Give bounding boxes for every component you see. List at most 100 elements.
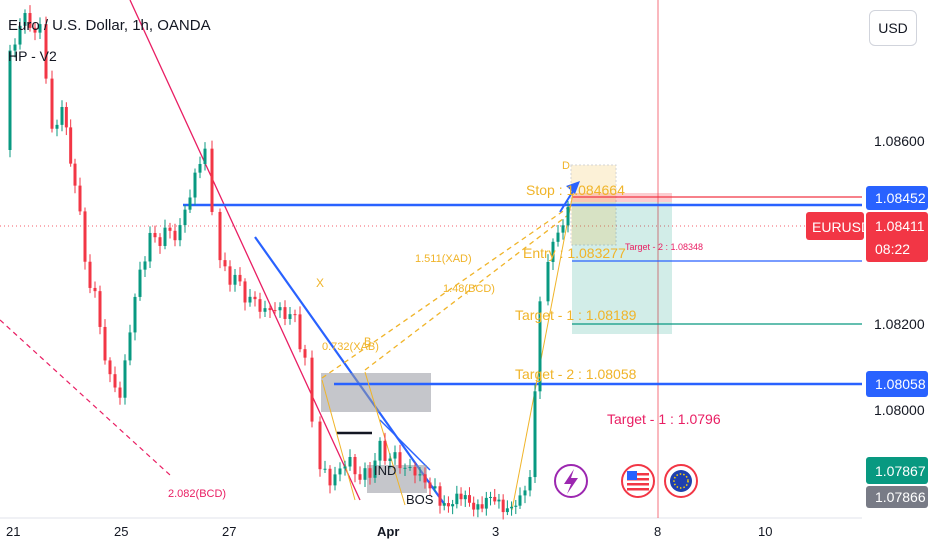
pattern-dash-2	[364, 211, 573, 371]
price-label-1: 1.08452	[875, 190, 926, 206]
indicator-label[interactable]: HP - V2	[8, 48, 57, 64]
price-label-bg-1	[866, 186, 928, 210]
point-b: B	[364, 336, 371, 348]
candle-body	[158, 237, 162, 246]
candle-body	[501, 499, 505, 513]
candle-body	[143, 261, 147, 270]
candle-body	[273, 310, 277, 312]
candle-body	[268, 308, 272, 311]
y-tick-1: 1.08600	[874, 133, 925, 149]
candle-body	[328, 468, 332, 486]
candle-body	[518, 495, 522, 506]
ratio-bcd: 1.48(BCD)	[443, 283, 495, 295]
candle-body	[198, 164, 202, 173]
candle-body	[50, 78, 54, 129]
candle-body	[408, 466, 412, 468]
candle-body	[183, 209, 187, 226]
candle-body	[223, 260, 227, 267]
us-flag-icon[interactable]	[621, 464, 655, 498]
candle-body	[338, 468, 342, 475]
candle-body	[64, 107, 68, 128]
candle-body	[459, 493, 463, 500]
candle-body	[551, 241, 555, 262]
candle-body	[538, 301, 542, 392]
bos-label: BOS	[406, 492, 434, 507]
candle-body	[153, 232, 157, 238]
candle-body	[523, 490, 527, 496]
profit-zone	[572, 202, 672, 334]
candle-body	[113, 374, 117, 388]
eu-flag-icon[interactable]	[664, 464, 698, 498]
candle-body	[510, 506, 514, 509]
candle-body	[398, 452, 402, 469]
candle-body	[13, 44, 17, 51]
countdown: 08:22	[875, 241, 910, 257]
candle-body	[348, 456, 352, 467]
candle-body	[561, 225, 565, 233]
candle-body	[108, 360, 112, 375]
candle-body	[505, 508, 509, 513]
candle-body	[463, 495, 467, 500]
price-label-4: 1.07867	[875, 463, 926, 479]
point-d: D	[562, 160, 570, 172]
candle-body	[493, 496, 497, 502]
price-label-bg-4	[866, 457, 928, 484]
candle-body	[233, 274, 237, 285]
candle-body	[33, 27, 37, 33]
candle-body	[93, 287, 97, 292]
candle-body	[528, 477, 532, 491]
candle-body	[23, 13, 27, 26]
trendline-blue-lower	[379, 419, 431, 471]
candle-body	[343, 466, 347, 469]
candle-body	[476, 504, 480, 510]
ind-label: IND	[374, 463, 396, 478]
candle-body	[138, 269, 142, 297]
candle-body	[193, 172, 197, 198]
candle-body	[8, 50, 12, 150]
candle-body	[556, 232, 560, 242]
candle-body	[546, 261, 550, 302]
stop-label: Stop : 1.084664	[526, 182, 625, 198]
candle-body	[263, 308, 267, 312]
y-tick-3: 1.08000	[874, 402, 925, 418]
trendline-red	[129, 0, 361, 501]
candle-body	[353, 456, 357, 475]
price-label-3: 1.08058	[875, 376, 926, 392]
candle-body	[363, 468, 367, 480]
candle-body	[323, 468, 327, 470]
candle-body	[78, 185, 82, 212]
candle-body	[514, 505, 518, 507]
candle-body	[248, 296, 252, 303]
ratio-bcd2: 2.082(BCD)	[168, 488, 226, 500]
chart-title: Euro / U.S. Dollar, 1h, OANDA	[8, 17, 211, 34]
candle-body	[472, 502, 476, 510]
candle-body	[373, 460, 377, 478]
candle-body	[497, 499, 501, 502]
candle-body	[455, 493, 459, 505]
candle-body	[489, 496, 493, 498]
candle-body	[55, 124, 59, 129]
price-label-bg-5	[866, 486, 928, 508]
candle-body	[228, 266, 232, 285]
candle-body	[203, 148, 207, 165]
candle-body	[83, 211, 87, 262]
candle-body	[123, 360, 127, 398]
candle-body	[60, 107, 64, 125]
candle-body	[451, 504, 455, 507]
candle-body	[358, 474, 362, 480]
candle-body	[433, 486, 437, 489]
candle-body	[393, 452, 397, 459]
candle-body	[480, 504, 484, 509]
candle-body	[413, 466, 417, 476]
candle-body	[163, 227, 167, 246]
candle-body	[283, 307, 287, 319]
currency-button[interactable]: USD	[869, 10, 917, 46]
candle-body	[484, 497, 488, 509]
candle-body	[69, 127, 73, 164]
lightning-icon[interactable]	[554, 464, 588, 498]
candle-body	[38, 24, 42, 33]
arrow-head	[566, 181, 580, 194]
trendline-blue-upper	[254, 236, 446, 506]
candle-body	[28, 13, 32, 28]
